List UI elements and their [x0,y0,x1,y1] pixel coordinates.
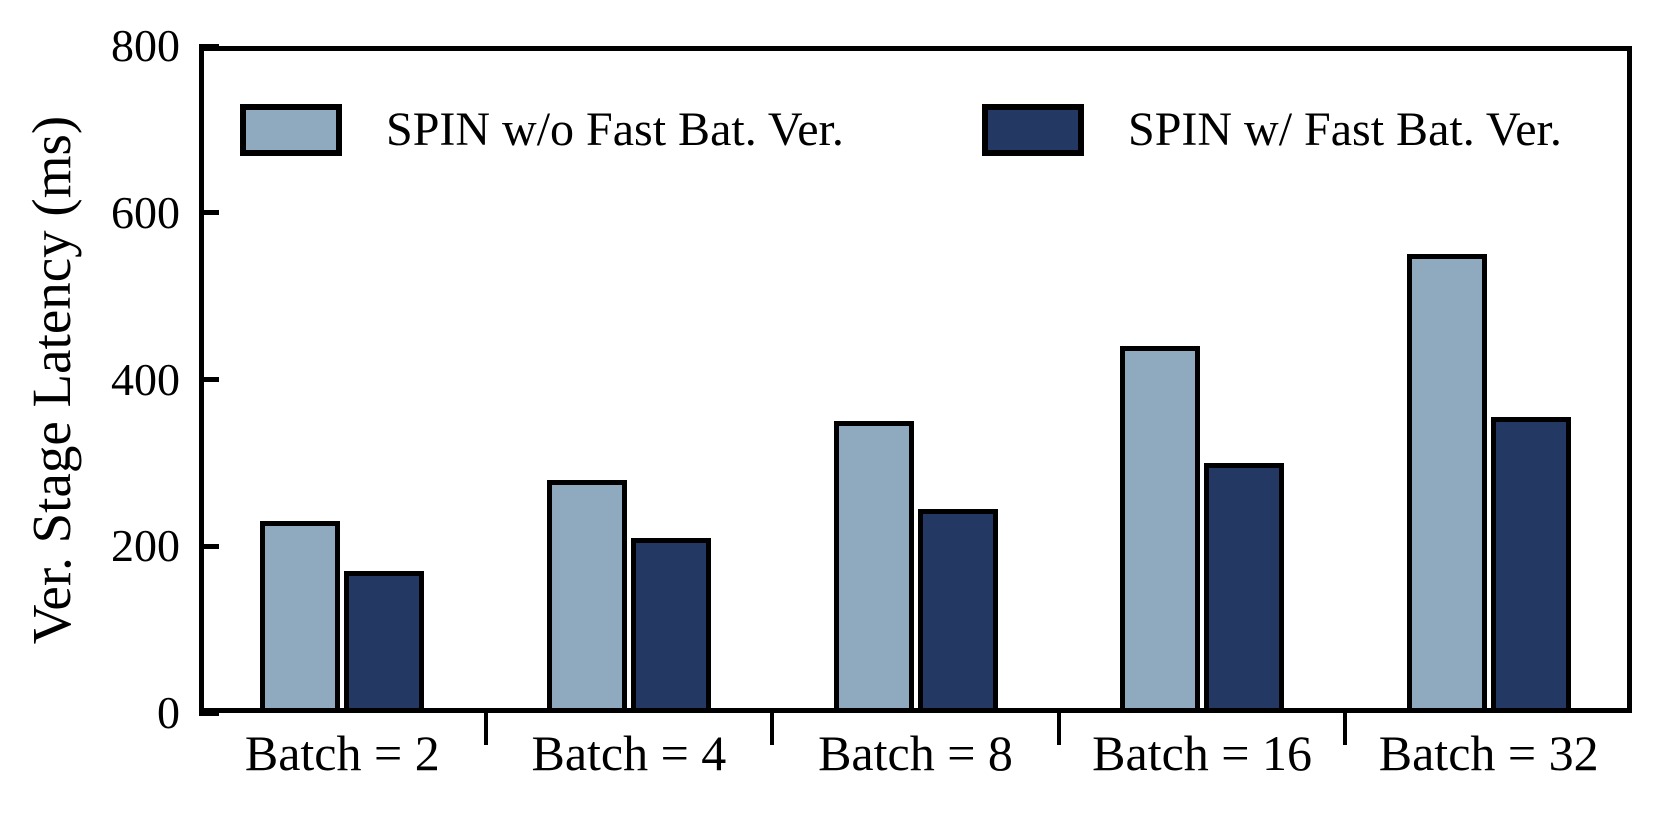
bar-series1-cat0 [344,571,425,713]
x-tick-label-0: Batch = 2 [244,725,440,781]
legend-item-spin-w-fast-bat-ver: SPIN w/ Fast Bat. Ver. [982,100,1562,160]
x-tick-label-3: Batch = 16 [1092,725,1312,781]
y-tick-label-600: 600 [111,186,180,238]
x-tick-label-4: Batch = 32 [1378,725,1599,781]
y-tick-label-200: 200 [111,520,180,572]
bar-series0-cat0 [260,521,341,713]
x-separator-tick-1 [483,713,488,745]
legend-item-spin-wo-fast-bat-ver: SPIN w/o Fast Bat. Ver. [240,100,844,160]
bar-series1-cat1 [630,538,711,713]
y-tick-label-800: 800 [111,20,180,71]
legend-swatch-spin-wo-fast-bat-ver [240,104,342,156]
y-tick-label-0: 0 [157,687,180,738]
legend-label-spin-wo-fast-bat-ver: SPIN w/o Fast Bat. Ver. [386,103,844,156]
legend-label-spin-w-fast-bat-ver: SPIN w/ Fast Bat. Ver. [1128,103,1562,156]
bar-series0-cat3 [1120,346,1201,713]
bar-series1-cat4 [1490,417,1571,713]
x-tick-label-2: Batch = 8 [818,725,1013,781]
y-tick-mark-0 [199,710,219,716]
bar-series1-cat3 [1204,463,1285,713]
y-tick-mark-200 [199,543,219,549]
x-separator-tick-4 [1343,713,1348,745]
y-tick-label-400: 400 [111,353,180,405]
y-tick-mark-600 [199,210,219,216]
y-tick-mark-400 [199,377,219,382]
y-tick-mark-800 [199,43,219,49]
plot-frame [199,46,1632,713]
x-separator-tick-3 [1056,713,1061,745]
bar-series0-cat2 [833,421,914,713]
legend-swatch-spin-w-fast-bat-ver [982,104,1084,156]
bar-series0-cat1 [546,480,627,713]
x-separator-tick-2 [770,713,775,745]
bar-series0-cat4 [1406,254,1487,713]
bar-series1-cat2 [917,509,998,713]
x-tick-label-1: Batch = 4 [531,725,727,781]
